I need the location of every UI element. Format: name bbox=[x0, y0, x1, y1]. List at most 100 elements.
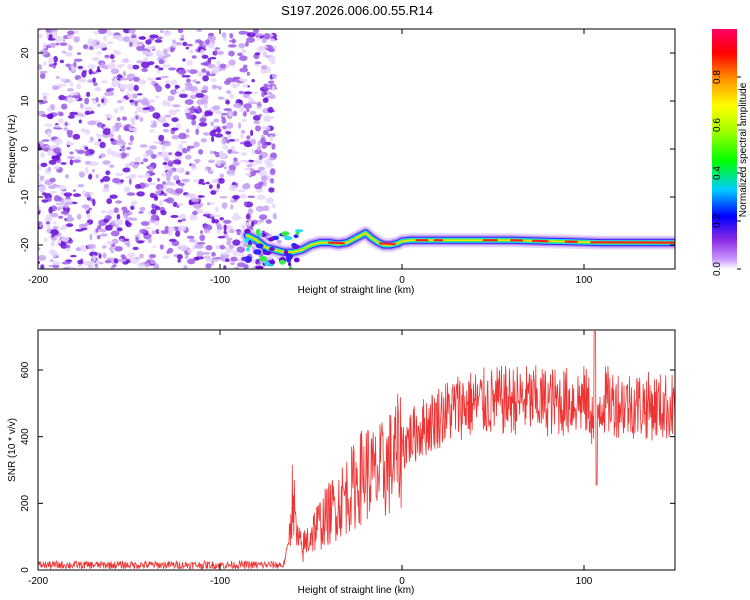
noise-speckle bbox=[241, 48, 247, 54]
noise-speckle bbox=[54, 36, 63, 43]
noise-speckle bbox=[233, 157, 238, 162]
noise-speckle bbox=[157, 151, 163, 155]
noise-speckle bbox=[92, 199, 96, 207]
noise-speckle bbox=[141, 50, 150, 56]
noise-speckle bbox=[99, 153, 106, 158]
noise-speckle bbox=[172, 104, 181, 108]
noise-speckle bbox=[119, 83, 128, 90]
noise-speckle bbox=[69, 111, 78, 116]
noise-speckle bbox=[193, 179, 200, 183]
noise-speckle bbox=[214, 49, 218, 56]
noise-speckle bbox=[107, 209, 115, 215]
noise-speckle bbox=[55, 76, 60, 79]
noise-speckle bbox=[49, 190, 57, 194]
noise-speckle bbox=[54, 138, 63, 145]
noise-speckle bbox=[198, 149, 204, 155]
noise-speckle bbox=[52, 221, 57, 225]
noise-speckle bbox=[88, 42, 98, 46]
noise-speckle bbox=[192, 79, 196, 83]
noise-speckle bbox=[64, 52, 73, 57]
noise-speckle bbox=[191, 119, 197, 126]
spectrogram-y-tick-label: -20 bbox=[20, 237, 31, 252]
noise-speckle bbox=[96, 51, 102, 55]
noise-speckle bbox=[41, 92, 50, 96]
noise-speckle bbox=[89, 161, 99, 166]
noise-speckle bbox=[71, 95, 81, 99]
snr-y-tick-label: 0 bbox=[20, 567, 31, 573]
noise-speckle bbox=[231, 151, 240, 154]
noise-speckle bbox=[222, 219, 232, 224]
noise-speckle bbox=[58, 226, 67, 231]
noise-speckle bbox=[217, 96, 225, 100]
noise-speckle bbox=[228, 50, 235, 57]
noise-speckle bbox=[231, 83, 239, 89]
noise-speckle bbox=[237, 189, 247, 193]
onset-blob bbox=[269, 246, 275, 252]
noise-speckle bbox=[205, 39, 210, 45]
noise-speckle bbox=[172, 39, 176, 44]
noise-speckle bbox=[225, 247, 234, 254]
onset-blob bbox=[262, 248, 267, 254]
noise-speckle bbox=[204, 103, 208, 110]
noise-speckle bbox=[269, 135, 274, 142]
colorbar-tick-label: 0.2 bbox=[712, 214, 723, 228]
noise-speckle bbox=[176, 123, 181, 130]
noise-speckle bbox=[270, 178, 274, 184]
spectrogram-x-tick-label: -100 bbox=[210, 275, 230, 286]
noise-speckle bbox=[201, 110, 205, 116]
noise-speckle bbox=[253, 120, 261, 125]
noise-speckle bbox=[258, 114, 263, 117]
noise-speckle bbox=[155, 77, 162, 81]
noise-speckle bbox=[89, 265, 98, 269]
noise-speckle bbox=[87, 244, 96, 249]
noise-speckle bbox=[112, 35, 122, 40]
noise-speckle bbox=[113, 75, 119, 80]
noise-speckle bbox=[102, 187, 110, 193]
noise-speckle bbox=[256, 145, 262, 152]
noise-speckle bbox=[177, 202, 184, 206]
noise-speckle bbox=[153, 140, 162, 145]
noise-speckle bbox=[173, 175, 180, 181]
noise-speckle bbox=[126, 217, 135, 221]
noise-speckle bbox=[124, 163, 131, 169]
noise-speckle bbox=[149, 129, 155, 133]
noise-speckle bbox=[223, 166, 227, 170]
noise-speckle bbox=[200, 62, 209, 66]
noise-speckle bbox=[149, 192, 155, 199]
noise-speckle bbox=[211, 259, 215, 266]
noise-speckle bbox=[60, 236, 70, 242]
noise-speckle bbox=[243, 103, 253, 109]
noise-speckle bbox=[228, 93, 235, 99]
noise-speckle bbox=[238, 90, 244, 95]
noise-speckle bbox=[77, 184, 85, 188]
noise-speckle bbox=[114, 122, 122, 129]
noise-speckle bbox=[48, 57, 55, 64]
noise-speckle bbox=[189, 214, 198, 221]
noise-speckle bbox=[89, 251, 98, 257]
noise-speckle bbox=[89, 248, 95, 252]
noise-speckle bbox=[213, 214, 221, 218]
noise-speckle bbox=[226, 237, 233, 241]
noise-speckle bbox=[253, 91, 259, 95]
noise-speckle bbox=[200, 138, 207, 143]
onset-blob bbox=[259, 255, 267, 262]
noise-speckle bbox=[103, 35, 108, 41]
noise-speckle bbox=[71, 266, 76, 269]
noise-speckle bbox=[73, 58, 83, 62]
noise-speckle bbox=[267, 55, 276, 63]
noise-speckle bbox=[132, 246, 139, 251]
colorbar: 0.0 0.2 0.4 0.6 0.8 Normalized spectral ampl… bbox=[712, 29, 749, 276]
noise-speckle bbox=[181, 218, 186, 222]
noise-speckle bbox=[159, 200, 163, 206]
noise-speckle bbox=[109, 91, 115, 96]
noise-speckle bbox=[143, 57, 149, 62]
noise-speckle bbox=[54, 147, 61, 154]
noise-speckle bbox=[179, 141, 188, 144]
noise-speckle bbox=[128, 211, 133, 216]
noise-speckle bbox=[186, 59, 193, 66]
noise-speckle bbox=[255, 33, 264, 37]
noise-speckle bbox=[83, 44, 88, 50]
noise-speckle bbox=[196, 29, 202, 32]
noise-speckle bbox=[200, 89, 208, 94]
noise-speckle bbox=[68, 142, 75, 146]
